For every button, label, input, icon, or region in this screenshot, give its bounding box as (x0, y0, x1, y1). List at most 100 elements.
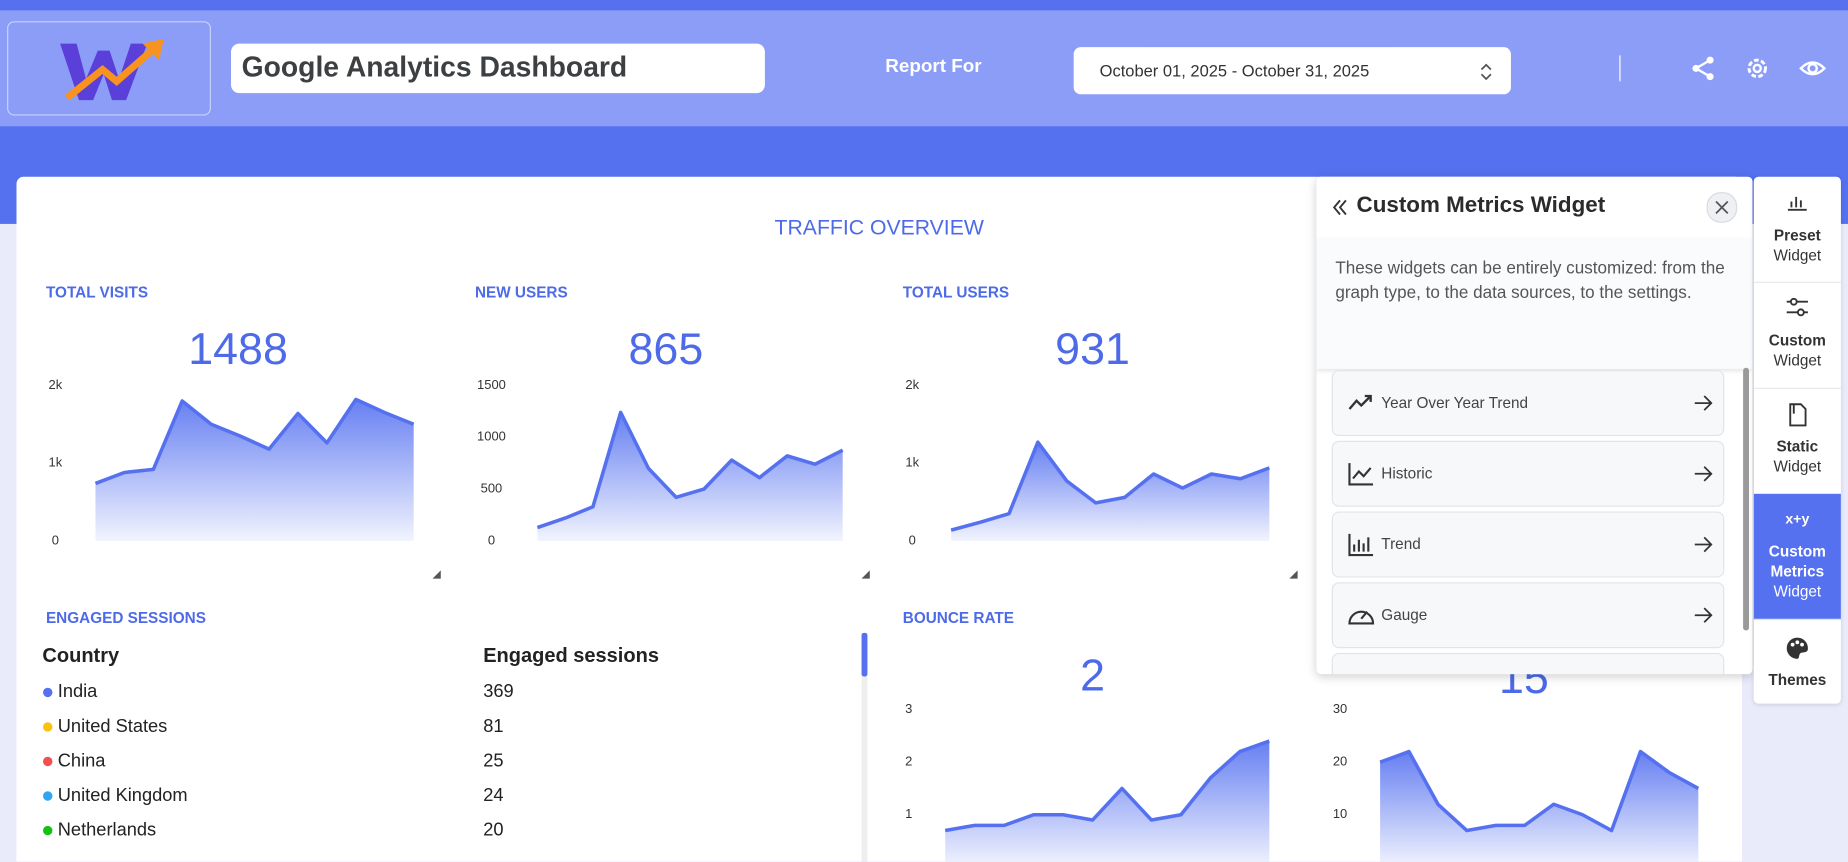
legend-dot (43, 756, 53, 767)
y-tick-label: 1k (49, 455, 63, 470)
option-icon (1348, 533, 1374, 557)
logo-mark (60, 38, 164, 101)
sidebar-item-title: Custom Metrics (1768, 542, 1826, 580)
sidebar-item-title: Custom (1768, 331, 1826, 349)
close-icon (1715, 200, 1729, 214)
widget-sidebar: Preset Widget Custom Widget Static Widget x+y C… (1753, 176, 1841, 704)
date-range-select[interactable]: October 01, 2025 - October 31, 2025 (1073, 47, 1511, 95)
y-tick-label: 0 (909, 532, 916, 547)
widget-title: BOUNCE RATE (903, 610, 1014, 627)
y-tick-label: 2k (905, 377, 919, 392)
preview-icon[interactable] (1799, 57, 1827, 81)
option-icon (1348, 394, 1372, 410)
option-arrow (1694, 607, 1713, 623)
area-line (944, 739, 1270, 833)
panel-scrollbar[interactable] (1743, 367, 1750, 631)
legend-dot (43, 791, 53, 801)
widget-title: TOTAL VISITS (46, 285, 148, 302)
dashboard-title-input[interactable]: Google Analytics Dashboard (231, 43, 765, 94)
y-tick-label: 2 (905, 754, 912, 769)
sidebar-item-subtitle: Widget (1773, 351, 1822, 369)
area-line (1379, 749, 1700, 833)
column-header: Engaged sessions (483, 645, 659, 667)
sidebar-icon (1786, 297, 1808, 317)
country-cell: United States (58, 715, 168, 736)
sidebar-item-subtitle: Widget (1773, 457, 1822, 475)
y-tick-label: 1500 (477, 377, 506, 392)
sidebar-item[interactable]: x+y Custom Metrics Widget (1753, 493, 1841, 620)
y-tick-label: 1000 (477, 429, 506, 444)
sidebar-icon (1789, 403, 1807, 427)
y-tick-label: 0 (52, 532, 59, 547)
column-header: Country (42, 645, 120, 667)
country-cell: Netherlands (58, 818, 156, 839)
option-item[interactable]: Gauge (1331, 582, 1725, 649)
select-chevrons (1480, 63, 1492, 81)
country-cell: United Kingdom (58, 784, 188, 805)
area (537, 412, 843, 541)
resize-handle (1289, 570, 1298, 579)
widget-value: 865 (629, 324, 704, 374)
table-title: ENGAGED SESSIONS (46, 610, 206, 627)
option-icon (1348, 463, 1374, 486)
y-tick-label: 500 (481, 481, 503, 496)
sidebar-item[interactable]: Preset Widget (1753, 177, 1841, 283)
y-tick-label: 1 (905, 806, 912, 821)
sidebar-icon (1786, 637, 1808, 659)
sidebar-item[interactable]: Static Widget (1753, 388, 1841, 496)
settings-icon[interactable] (1744, 55, 1770, 81)
option-label: Historic (1381, 464, 1433, 483)
sidebar-item-title: Preset (1773, 226, 1821, 244)
date-range: October 01, 2025 - October 31, 2025 (1099, 61, 1370, 81)
sidebar-item[interactable]: Custom Widget (1753, 282, 1841, 389)
y-tick-label: 0 (488, 532, 495, 547)
divider (1619, 55, 1621, 82)
sidebar-item-subtitle: Widget (1773, 246, 1822, 265)
option-arrow (1694, 466, 1713, 482)
y-tick-label: 20 (1333, 754, 1347, 769)
widget-value: 931 (1055, 324, 1130, 374)
collapse-icon[interactable] (1332, 199, 1349, 216)
option-icon (1348, 610, 1375, 625)
y-tick-label: 3 (905, 701, 912, 716)
close-button[interactable] (1706, 192, 1738, 223)
sidebar-item[interactable]: Themes (1753, 619, 1841, 704)
legend-dot (43, 825, 53, 836)
logo[interactable] (7, 21, 211, 116)
sidebar-item-subtitle: Widget (1773, 582, 1822, 600)
widget-title: NEW USERS (475, 285, 568, 302)
resize-handle (861, 570, 870, 579)
report-for-label: Report For (885, 56, 982, 77)
area-line (536, 410, 844, 530)
widget-title: TOTAL USERS (903, 285, 1009, 302)
sessions-cell: 369 (483, 680, 513, 701)
legend-dot (43, 687, 53, 698)
sidebar-icon-text: x+y (1785, 510, 1810, 527)
custom-metrics-panel: Custom Metrics Widget These widgets can … (1316, 176, 1753, 675)
sessions-cell: 81 (483, 715, 503, 736)
country-cell: India (58, 680, 98, 701)
option-item[interactable]: Trend (1331, 511, 1725, 578)
option-label: Trend (1381, 535, 1421, 553)
y-tick-label: 30 (1333, 701, 1347, 716)
panel-description: These widgets can be entirely customized… (1316, 238, 1753, 369)
y-tick-label: 1k (905, 455, 919, 470)
option-label: Year Over Year Trend (1381, 393, 1529, 412)
sidebar-item-title: Static (1776, 437, 1819, 455)
table-scrollbar-track (861, 632, 868, 862)
option-item-partial[interactable] (1331, 652, 1725, 675)
top-strip (0, 0, 1848, 11)
widget-value: 1488 (188, 324, 288, 374)
area (945, 741, 1270, 862)
option-item[interactable]: Year Over Year Trend (1331, 370, 1725, 437)
area (1380, 751, 1699, 862)
area-line (950, 440, 1270, 532)
share-icon[interactable] (1690, 55, 1716, 81)
option-label: Gauge (1381, 605, 1428, 624)
widget-value: 2 (1080, 651, 1105, 701)
area (951, 442, 1270, 541)
option-item[interactable]: Historic (1331, 440, 1725, 507)
legend-dot (43, 722, 53, 732)
resize-handle (432, 570, 441, 579)
